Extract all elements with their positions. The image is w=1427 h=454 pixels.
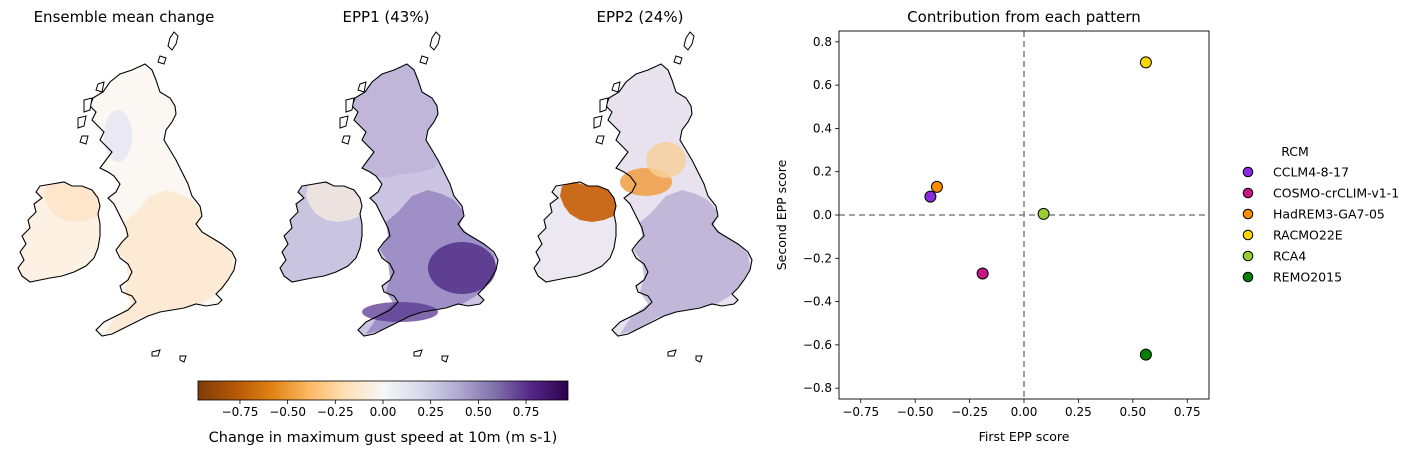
y-tick-label: 0.0 bbox=[813, 208, 832, 222]
x-tick-label: −0.75 bbox=[842, 405, 879, 419]
legend-marker bbox=[1242, 166, 1254, 178]
legend: RCM CCLM4-8-17 COSMO-crCLIM-v1-1 HadREM3-GA… bbox=[1242, 144, 1399, 285]
x-tick-label: 0.25 bbox=[1065, 405, 1092, 419]
y-tick-label: −0.8 bbox=[803, 381, 832, 395]
colorbar-label: Change in maximum gust speed at 10m (m s… bbox=[209, 430, 558, 446]
legend-label: COSMO-crCLIM-v1-1 bbox=[1273, 186, 1399, 201]
scatter-title: Contribution from each pattern bbox=[907, 8, 1141, 26]
legend-label: CCLM4-8-17 bbox=[1273, 165, 1349, 180]
map-panel-2: EPP1 (43%) bbox=[279, 8, 499, 363]
y-tick-label: 0.2 bbox=[813, 165, 832, 179]
point-racmo22e bbox=[1139, 56, 1152, 69]
legend-label: RACMO22E bbox=[1273, 228, 1343, 243]
point-rca4 bbox=[1037, 207, 1050, 220]
point-cosmo-crclim-v1-1 bbox=[976, 267, 989, 280]
y-tick-label: −0.2 bbox=[803, 251, 832, 265]
x-tick-label: 0.75 bbox=[1174, 405, 1201, 419]
x-tick-label: −0.25 bbox=[951, 405, 988, 419]
legend-label: REMO2015 bbox=[1273, 270, 1342, 285]
colorbar: −0.75 −0.50 −0.25 0.00 0.25 0.50 0.75 Change in… bbox=[197, 380, 569, 446]
colorbar-tick-label: −0.50 bbox=[269, 405, 306, 419]
scatter-chart: Contribution from each pattern −0.75 −0.50… bbox=[774, 8, 1210, 444]
legend-marker bbox=[1242, 208, 1254, 220]
point-remo2015 bbox=[1139, 348, 1152, 361]
legend-title: RCM bbox=[1281, 144, 1309, 159]
colorbar-tick-label: −0.25 bbox=[317, 405, 354, 419]
y-tick-label: 0.4 bbox=[813, 121, 832, 135]
x-tick-label: −0.50 bbox=[897, 405, 934, 419]
legend-label: RCA4 bbox=[1273, 249, 1306, 264]
map-title: EPP1 (43%) bbox=[343, 8, 430, 26]
colorbar-tick-label: −0.75 bbox=[222, 405, 259, 419]
legend-marker bbox=[1242, 187, 1254, 199]
point-hadrem3-ga7-05 bbox=[930, 180, 943, 193]
map-panel-3: EPP2 (24%) bbox=[533, 8, 753, 363]
colorbar-tick-label: 0.50 bbox=[465, 405, 492, 419]
highland-tint bbox=[104, 110, 132, 162]
y-tick-label: 0.8 bbox=[813, 35, 832, 49]
y-tick-label: −0.6 bbox=[803, 338, 832, 352]
north-tint bbox=[646, 142, 686, 178]
x-tick-label: 0.00 bbox=[1011, 405, 1038, 419]
map-panel-1: Ensemble mean change bbox=[17, 8, 237, 363]
colorbar-tick-label: 0.00 bbox=[370, 405, 397, 419]
y-tick-label: 0.6 bbox=[813, 78, 832, 92]
y-axis-label: Second EPP score bbox=[774, 159, 789, 270]
map-title: EPP2 (24%) bbox=[597, 8, 684, 26]
east-peak bbox=[428, 242, 496, 294]
colorbar-tick-label: 0.25 bbox=[417, 405, 444, 419]
legend-label: HadREM3-GA7-05 bbox=[1273, 207, 1385, 222]
y-tick-label: −0.4 bbox=[803, 295, 832, 309]
x-axis-label: First EPP score bbox=[979, 429, 1070, 444]
south-peak bbox=[362, 302, 438, 322]
legend-marker bbox=[1242, 271, 1254, 283]
legend-marker bbox=[1242, 250, 1254, 262]
colorbar-tick-label: 0.75 bbox=[513, 405, 540, 419]
map-title: Ensemble mean change bbox=[34, 8, 215, 26]
scotland-tint bbox=[352, 64, 438, 178]
colorbar-bar bbox=[197, 380, 569, 401]
x-tick-label: 0.50 bbox=[1119, 405, 1146, 419]
point-cclm4-8-17 bbox=[924, 190, 937, 203]
legend-marker bbox=[1242, 229, 1254, 241]
